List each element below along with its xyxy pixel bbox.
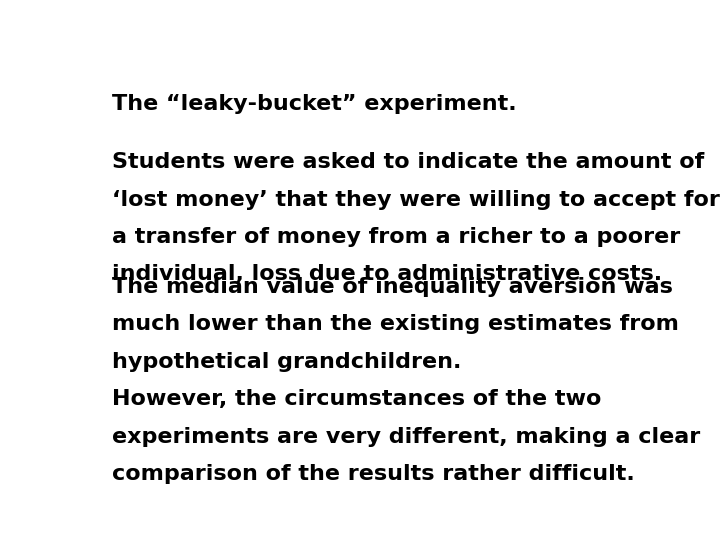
Text: comparison of the results rather difficult.: comparison of the results rather difficu…: [112, 464, 635, 484]
Text: The median value of inequality aversion was: The median value of inequality aversion …: [112, 277, 673, 297]
Text: The “leaky-bucket” experiment.: The “leaky-bucket” experiment.: [112, 94, 517, 114]
Text: ‘lost money’ that they were willing to accept for: ‘lost money’ that they were willing to a…: [112, 190, 720, 210]
Text: Students were asked to indicate the amount of: Students were asked to indicate the amou…: [112, 152, 705, 172]
Text: a transfer of money from a richer to a poorer: a transfer of money from a richer to a p…: [112, 227, 680, 247]
Text: However, the circumstances of the two: However, the circumstances of the two: [112, 389, 602, 409]
Text: experiments are very different, making a clear: experiments are very different, making a…: [112, 427, 701, 447]
Text: hypothetical grandchildren.: hypothetical grandchildren.: [112, 352, 462, 372]
Text: individual, loss due to administrative costs.: individual, loss due to administrative c…: [112, 265, 662, 285]
Text: much lower than the existing estimates from: much lower than the existing estimates f…: [112, 314, 679, 334]
